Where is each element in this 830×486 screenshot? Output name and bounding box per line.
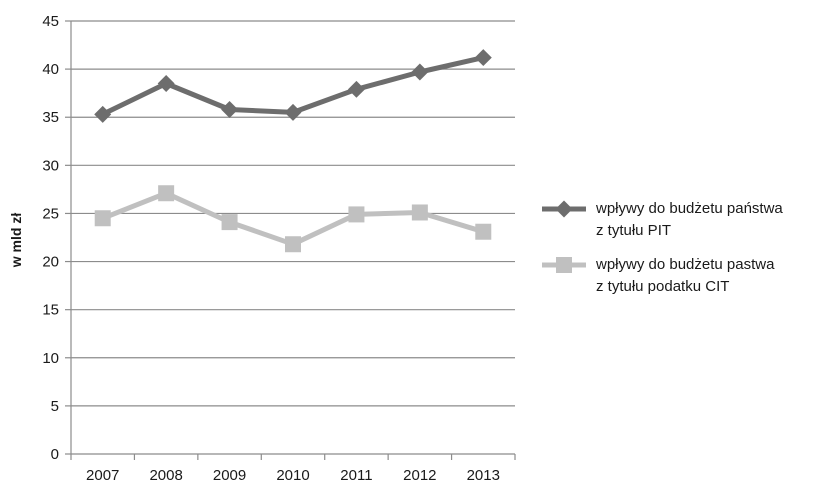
data-point-cit (94, 210, 111, 227)
data-point-cit (221, 214, 238, 231)
gridlines (71, 20, 515, 407)
legend-item-pit: wpływy do budżetu państwa z tytułu PIT (540, 198, 830, 242)
x-tick-label: 2007 (86, 467, 119, 484)
data-point-pit (411, 63, 429, 81)
y-tick-label: 30 (42, 157, 59, 174)
y-tick-label: 10 (42, 350, 59, 367)
data-point-pit (474, 49, 492, 67)
x-tick-label: 2008 (149, 467, 182, 484)
data-point-cit (411, 204, 428, 221)
y-tick-label: 0 (51, 446, 59, 463)
legend-swatch-pit (542, 200, 586, 218)
y-tick-label: 15 (42, 302, 59, 319)
legend-swatch-cit (542, 257, 586, 273)
y-axis-label: w mld zł (8, 213, 24, 269)
legend-label-cit: wpływy do budżetu pastwa z tytułu podatk… (596, 256, 775, 295)
series-layer (94, 49, 492, 253)
y-tick-label: 25 (42, 205, 59, 222)
data-point-cit (285, 236, 301, 253)
x-tick-label: 2010 (276, 467, 309, 484)
legend-item-cit: wpływy do budżetu pastwa z tytułu podatk… (540, 254, 830, 298)
axes (65, 20, 516, 460)
data-point-cit (475, 223, 492, 240)
data-point-pit (347, 80, 365, 98)
data-point-cit (348, 206, 365, 223)
legend-label-pit: wpływy do budżetu państwa z tytułu PIT (596, 200, 783, 239)
y-tick-label: 20 (42, 254, 59, 271)
data-point-pit (157, 75, 175, 93)
y-tick-labels: 0 5 10 15 20 25 30 35 40 45 (42, 13, 59, 463)
data-point-pit (94, 105, 112, 123)
legend: wpływy do budżetu państwa z tytułu PIT w… (540, 198, 830, 310)
y-tick-label: 5 (51, 398, 59, 415)
x-tick-label: 2011 (340, 467, 372, 484)
x-tick-label: 2012 (403, 467, 436, 484)
data-point-cit (158, 185, 175, 202)
data-point-pit (221, 101, 239, 119)
x-tick-labels: 2007 2008 2009 2010 2011 2012 2013 (86, 467, 500, 484)
x-tick-label: 2013 (467, 467, 500, 484)
x-tick-label: 2009 (213, 467, 246, 484)
data-point-pit (284, 103, 302, 121)
y-tick-label: 45 (42, 13, 59, 30)
y-tick-label: 40 (42, 61, 59, 78)
y-tick-label: 35 (42, 109, 59, 126)
